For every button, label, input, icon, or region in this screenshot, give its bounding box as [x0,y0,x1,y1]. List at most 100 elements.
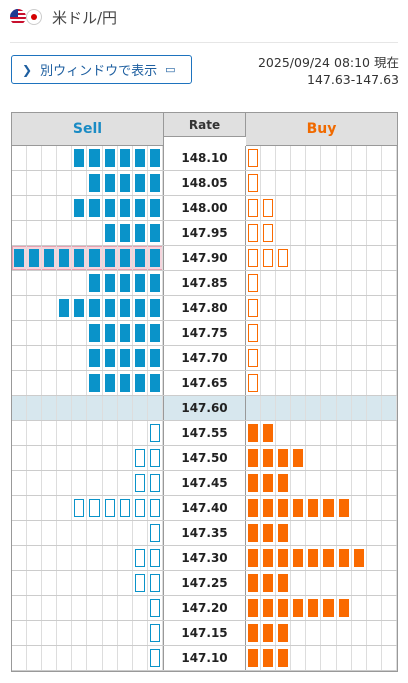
sell-cell [133,346,148,370]
buy-cell [337,521,352,545]
sell-cell [27,646,43,670]
sell-cell [133,421,148,445]
sell-cell [133,321,148,345]
buy-cell [352,321,367,345]
buy-cells [246,246,397,270]
sell-cell [118,196,133,220]
buy-cell [291,521,307,545]
order-row: 147.20 [12,596,397,621]
buy-cell [306,321,322,345]
buy-cell [261,496,277,520]
buy-cell [367,471,382,495]
sell-cell [118,171,133,195]
buy-cell [291,296,307,320]
sell-cell [133,546,148,570]
sell-cell [133,146,148,170]
rate-value: 147.35 [164,521,246,545]
sell-cell [103,346,118,370]
sell-cell [118,146,133,170]
sell-cell [103,621,118,645]
buy-cell [352,371,367,395]
buy-cell [352,246,367,270]
buy-volume-block [248,174,259,192]
buy-cell [306,471,322,495]
buy-cell [321,471,337,495]
buy-cell [337,221,352,245]
buy-cell [246,221,262,245]
sell-cell [148,421,163,445]
buy-cell [337,196,352,220]
rate-value: 147.85 [164,271,246,295]
sell-cell [57,321,73,345]
buy-cells [246,171,397,195]
sell-volume-block [149,349,160,367]
buy-cell [352,146,367,170]
sell-cell [133,171,148,195]
open-window-button[interactable]: ❯ 別ウィンドウで表示 ▭ [11,55,192,84]
sell-cell [42,146,58,170]
sell-volume-block [149,274,160,292]
sell-volume-block [119,299,130,317]
buy-cell [382,496,397,520]
sell-volume-block [89,499,100,517]
buy-cell [382,621,397,645]
buy-cell [306,146,322,170]
sell-cell [118,571,133,595]
buy-volume-block [248,499,259,517]
sell-cells [12,471,164,495]
sell-volume-block [89,374,100,392]
sell-cell [72,396,88,420]
sell-volume-block [104,249,115,267]
buy-cell [321,271,337,295]
order-row: 147.10 [12,646,397,671]
sell-volume-block [89,274,100,292]
buy-volume-block [248,149,259,167]
buy-cell [246,196,262,220]
buy-cell [261,221,277,245]
rate-value: 147.55 [164,421,246,445]
buy-cell [352,171,367,195]
buy-cells [246,146,397,170]
buy-cell [276,271,292,295]
sell-cell [148,521,163,545]
sell-volume-block [134,174,145,192]
sell-cell [87,446,103,470]
sell-cell [57,296,73,320]
sell-cell [12,446,28,470]
buy-cell [337,146,352,170]
buy-cells [246,371,397,395]
buy-cell [276,196,292,220]
order-row: 147.55 [12,421,397,446]
sell-cell [103,371,118,395]
sell-cell [27,471,43,495]
sell-cell [103,596,118,620]
buy-cell [291,371,307,395]
buy-cells [246,421,397,445]
buy-volume-block [248,449,259,467]
sell-cell [12,521,28,545]
sell-cell [27,571,43,595]
sell-volume-block [104,199,115,217]
sell-cell [148,596,163,620]
buy-cell [367,496,382,520]
sell-volume-block [149,424,160,442]
sell-cell [103,196,118,220]
buy-cell [321,421,337,445]
sell-volume-block [74,149,85,167]
buy-cells [246,571,397,595]
buy-cell [261,146,277,170]
buy-cell [337,396,352,420]
sell-cell [72,296,88,320]
buy-cell [276,296,292,320]
buy-cell [306,221,322,245]
sell-cell [27,546,43,570]
timestamp: 2025/09/24 08:10 現在 [257,55,399,70]
buy-cell [367,296,382,320]
sell-cell [103,446,118,470]
buy-volume-block [293,549,304,567]
rate-value: 147.95 [164,221,246,245]
sell-cell [118,646,133,670]
sell-cell [118,546,133,570]
sell-cell [148,621,163,645]
buy-volume-block [248,374,259,392]
